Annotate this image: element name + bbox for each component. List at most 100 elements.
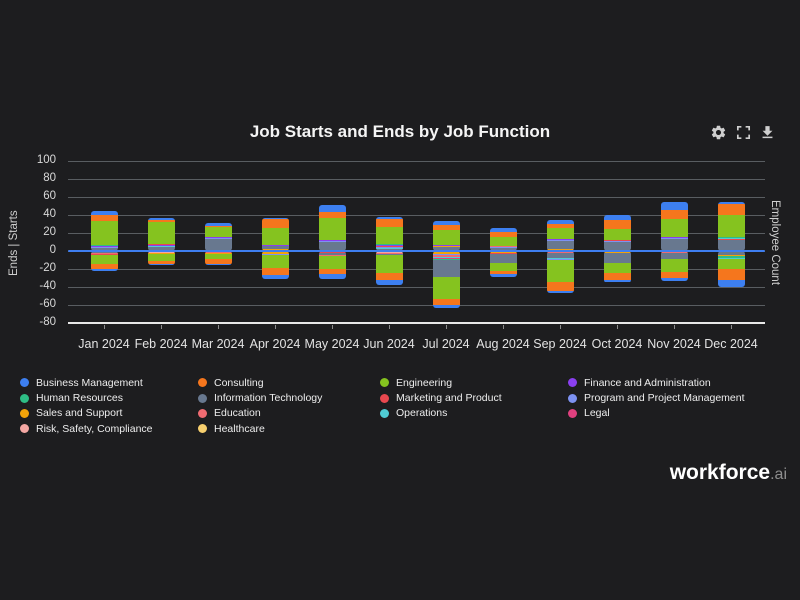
bar-starts-May-2024[interactable] [318, 205, 346, 251]
bar-ends-Feb-2024[interactable] [147, 251, 175, 266]
fullscreen-icon[interactable] [735, 124, 752, 141]
legend-label: Risk, Safety, Compliance [36, 422, 153, 435]
bar-segment [90, 264, 118, 269]
download-icon[interactable] [759, 124, 776, 141]
legend-item-consulting[interactable]: Consulting [198, 377, 380, 389]
bar-segment [603, 241, 631, 242]
bar-segment [318, 217, 346, 241]
bar-segment [90, 252, 118, 254]
bar-segment [318, 205, 346, 213]
bar-segment [204, 252, 232, 254]
legend-label: Engineering [396, 376, 453, 389]
bar-starts-Jan-2024[interactable] [90, 211, 118, 251]
legend-item-information-technology[interactable]: Information Technology [198, 392, 380, 404]
y-tick-label: 0 [49, 244, 56, 256]
bar-starts-Oct-2024[interactable] [603, 215, 631, 251]
bar-segment [261, 227, 289, 245]
bar-segment [603, 228, 631, 241]
bar-starts-Sep-2024[interactable] [546, 219, 574, 252]
bar-ends-Sep-2024[interactable] [546, 251, 574, 294]
bar-ends-Dec-2024[interactable] [717, 251, 745, 287]
legend-item-engineering[interactable]: Engineering [380, 377, 568, 389]
bar-segment [375, 216, 403, 220]
bar-segment [546, 258, 574, 260]
bar-segment [432, 251, 460, 254]
bar-segment [489, 274, 517, 278]
bar-segment [204, 251, 232, 253]
bar-segment [147, 217, 175, 221]
x-axis-tick [617, 324, 618, 329]
legend-item-human-resources[interactable]: Human Resources [20, 392, 198, 404]
bar-segment [717, 239, 745, 241]
bar-ends-Aug-2024[interactable] [489, 251, 517, 278]
bar-segment [375, 252, 403, 254]
bar-segment [717, 254, 745, 256]
legend-dot-icon [20, 408, 29, 418]
bar-segment [147, 220, 175, 223]
bar-starts-Apr-2024[interactable] [261, 217, 289, 251]
bar-ends-Jan-2024[interactable] [90, 251, 118, 271]
bar-starts-Nov-2024[interactable] [660, 202, 688, 251]
legend-item-finance-and-administration[interactable]: Finance and Administration [568, 377, 788, 389]
x-axis-tick [389, 324, 390, 329]
legend-label: Sales and Support [36, 407, 123, 420]
bar-ends-Oct-2024[interactable] [603, 251, 631, 283]
bar-segment [375, 248, 403, 250]
legend-label: Human Resources [36, 392, 123, 405]
workforce-ai-logo: workforce.ai [670, 461, 787, 485]
legend-dot-icon [568, 378, 577, 388]
bar-ends-Jul-2024[interactable] [432, 251, 460, 308]
bar-segment [432, 277, 460, 299]
bar-segment [204, 237, 232, 239]
bar-segment [318, 255, 346, 257]
bar-ends-Jun-2024[interactable] [375, 251, 403, 286]
bar-ends-Apr-2024[interactable] [261, 251, 289, 279]
gridline [68, 161, 765, 162]
settings-gear-icon[interactable] [710, 124, 727, 141]
bar-segment [204, 253, 232, 260]
legend-item-legal[interactable]: Legal [568, 407, 788, 419]
x-tick-label: Nov 2024 [647, 337, 701, 351]
legend-label: Information Technology [214, 392, 323, 405]
bar-segment [603, 215, 631, 220]
bar-segment [660, 237, 688, 239]
legend-item-business-management[interactable]: Business Management [20, 377, 198, 389]
bar-ends-May-2024[interactable] [318, 251, 346, 279]
legend-item-healthcare[interactable]: Healthcare [198, 423, 380, 435]
bar-segment [432, 257, 460, 259]
legend-item-program-and-project-management[interactable]: Program and Project Management [568, 392, 788, 404]
bar-starts-Feb-2024[interactable] [147, 217, 175, 251]
bar-segment [717, 236, 745, 238]
bar-segment [318, 274, 346, 279]
bar-segment [660, 202, 688, 210]
bar-segment [375, 247, 403, 249]
bar-segment [375, 273, 403, 280]
bar-segment [375, 219, 403, 227]
bar-segment [717, 256, 745, 259]
legend-item-marketing-and-product[interactable]: Marketing and Product [380, 392, 568, 404]
legend-label: Consulting [214, 376, 264, 389]
legend-item-sales-and-support[interactable]: Sales and Support [20, 407, 198, 419]
legend-item-risk-safety-compliance[interactable]: Risk, Safety, Compliance [20, 423, 198, 435]
legend-dot-icon [568, 408, 577, 418]
bar-starts-Mar-2024[interactable] [204, 223, 232, 251]
bar-segment [261, 218, 289, 228]
bar-ends-Mar-2024[interactable] [204, 251, 232, 266]
gridline [68, 269, 765, 270]
bar-segment [375, 244, 403, 246]
bar-starts-Jul-2024[interactable] [432, 221, 460, 251]
bar-segment [204, 238, 232, 240]
bar-segment [489, 245, 517, 247]
y-tick-label: -60 [39, 298, 56, 310]
chart-title: Job Starts and Ends by Job Function [249, 122, 551, 141]
bar-segment [546, 227, 574, 240]
bar-starts-Dec-2024[interactable] [717, 202, 745, 251]
bar-starts-Jun-2024[interactable] [375, 216, 403, 251]
bar-ends-Nov-2024[interactable] [660, 251, 688, 281]
legend-item-operations[interactable]: Operations [380, 407, 568, 419]
bar-segment [432, 298, 460, 305]
bar-segment [717, 237, 745, 239]
bar-starts-Aug-2024[interactable] [489, 227, 517, 251]
legend-dot-icon [380, 393, 389, 403]
legend-item-education[interactable]: Education [198, 407, 380, 419]
